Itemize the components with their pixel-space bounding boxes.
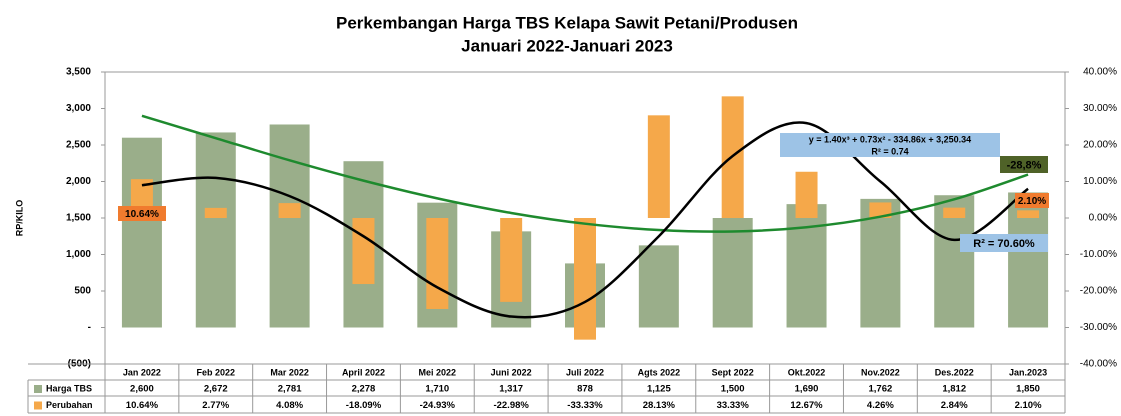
y2-tick-label: 0.00% bbox=[1089, 213, 1117, 224]
annotation: 2.10% bbox=[1018, 196, 1046, 207]
data-label: 1,850 bbox=[1016, 384, 1040, 395]
legend-swatch bbox=[34, 401, 42, 410]
y-tick-label: - bbox=[88, 322, 91, 333]
annotation: R² = 70.60% bbox=[973, 238, 1035, 250]
bar bbox=[352, 218, 375, 285]
annotation-box bbox=[780, 133, 1000, 145]
data-label: 1,125 bbox=[647, 384, 671, 395]
bar bbox=[278, 203, 301, 218]
data-label: 4.26% bbox=[867, 400, 894, 411]
y-tick-label: 1,000 bbox=[66, 249, 91, 260]
y-axis-label: RP/KILO bbox=[14, 200, 24, 237]
bar bbox=[1017, 210, 1040, 218]
annotation-box bbox=[960, 234, 1048, 252]
bar bbox=[943, 207, 966, 218]
x-tick-label: Feb 2022 bbox=[197, 367, 236, 377]
trendline bbox=[141, 121, 1029, 319]
data-label: 1,762 bbox=[868, 384, 892, 395]
x-tick-label: Mei 2022 bbox=[419, 367, 457, 377]
data-label: -18.09% bbox=[346, 400, 382, 411]
legend-swatch bbox=[34, 385, 42, 393]
bar bbox=[204, 207, 227, 218]
x-tick-label: Jan.2023 bbox=[1009, 367, 1047, 377]
x-tick-label: Nov.2022 bbox=[861, 367, 900, 377]
y2-tick-label: -30.00% bbox=[1080, 322, 1117, 333]
bar bbox=[795, 171, 818, 218]
x-tick-label: Des.2022 bbox=[935, 367, 974, 377]
bar bbox=[500, 218, 523, 302]
y2-tick-label: 20.00% bbox=[1083, 140, 1117, 151]
x-tick-label: Sept 2022 bbox=[712, 367, 754, 377]
y-tick-label: 500 bbox=[74, 286, 91, 297]
data-label: 2.84% bbox=[941, 400, 968, 411]
data-label: 12.67% bbox=[790, 400, 823, 411]
data-label: 2,600 bbox=[130, 384, 154, 395]
y-tick-label: 3,500 bbox=[66, 67, 91, 78]
annotation: y = 1.40x³ + 0.73x² - 334.86x + 3,250.34 bbox=[809, 134, 971, 144]
x-tick-label: Mar 2022 bbox=[270, 367, 309, 377]
x-tick-label: Juni 2022 bbox=[491, 367, 532, 377]
trendline bbox=[141, 114, 1029, 233]
data-label: 1,690 bbox=[795, 384, 819, 395]
y2-tick-label: 40.00% bbox=[1083, 67, 1117, 78]
data-label: 1,812 bbox=[942, 384, 966, 395]
annotation-box bbox=[780, 145, 1000, 157]
data-label: 10.64% bbox=[126, 400, 159, 411]
x-tick-label: Jan 2022 bbox=[123, 367, 161, 377]
y-tick-label: 2,000 bbox=[66, 176, 91, 187]
bar bbox=[574, 218, 596, 340]
annotation: 10.64% bbox=[125, 209, 159, 220]
chart-subtitle: Januari 2022-Januari 2023 bbox=[461, 36, 673, 55]
bar bbox=[869, 202, 892, 218]
annotation: R² = 0.74 bbox=[871, 146, 908, 156]
x-tick-label: Okt.2022 bbox=[788, 367, 826, 377]
data-label: 2,278 bbox=[352, 384, 376, 395]
bar bbox=[786, 204, 827, 328]
data-label: -24.93% bbox=[420, 400, 456, 411]
annotation: -28,8% bbox=[1007, 159, 1042, 171]
bar bbox=[647, 115, 670, 218]
data-label: 878 bbox=[577, 384, 593, 395]
data-label: 2,672 bbox=[204, 384, 228, 395]
y-tick-label: 3,000 bbox=[66, 103, 91, 114]
bar bbox=[426, 218, 449, 309]
legend-label: Perubahan bbox=[46, 400, 93, 410]
data-label: 4.08% bbox=[276, 400, 303, 411]
x-tick-label: Juli 2022 bbox=[566, 367, 604, 377]
data-label: -33.33% bbox=[567, 400, 603, 411]
y2-tick-label: -20.00% bbox=[1080, 286, 1117, 297]
legend-label: Harga TBS bbox=[46, 383, 92, 393]
x-tick-label: April 2022 bbox=[342, 367, 385, 377]
data-label: 1,500 bbox=[721, 384, 745, 395]
data-label: 33.33% bbox=[717, 400, 750, 411]
data-label: -22.98% bbox=[493, 400, 529, 411]
data-label: 1,710 bbox=[425, 384, 449, 395]
data-label: 2.10% bbox=[1015, 400, 1042, 411]
annotation-box bbox=[1015, 193, 1049, 208]
y-tick-label: 2,500 bbox=[66, 140, 91, 151]
x-tick-label: Agts 2022 bbox=[638, 367, 681, 377]
annotation-box bbox=[1000, 156, 1048, 173]
bar bbox=[712, 218, 753, 328]
data-label: 2,781 bbox=[278, 384, 302, 395]
bar bbox=[269, 124, 310, 328]
annotation-box bbox=[118, 206, 166, 221]
bar bbox=[121, 137, 162, 328]
y2-tick-label: 10.00% bbox=[1083, 176, 1117, 187]
data-label: 2.77% bbox=[202, 400, 229, 411]
y2-tick-label: -40.00% bbox=[1080, 359, 1117, 370]
chart-title: Perkembangan Harga TBS Kelapa Sawit Peta… bbox=[336, 13, 798, 32]
y2-tick-label: 30.00% bbox=[1083, 103, 1117, 114]
data-label: 28.13% bbox=[643, 400, 676, 411]
y2-tick-label: -10.00% bbox=[1080, 249, 1117, 260]
data-label: 1,317 bbox=[499, 384, 523, 395]
bar bbox=[195, 132, 236, 328]
y-tick-label: 1,500 bbox=[66, 213, 91, 224]
bar bbox=[638, 245, 679, 328]
